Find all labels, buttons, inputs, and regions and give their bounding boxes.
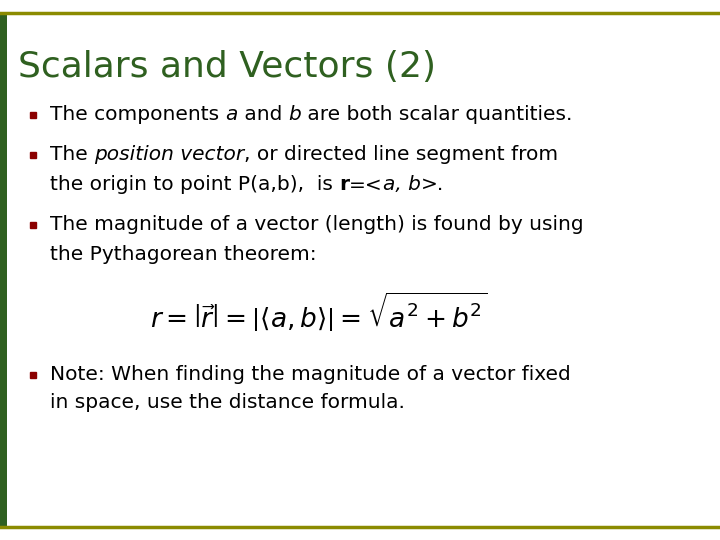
- Text: position vector: position vector: [94, 145, 244, 165]
- Text: The: The: [50, 145, 94, 165]
- Text: Note: When finding the magnitude of a vector fixed: Note: When finding the magnitude of a ve…: [50, 366, 571, 384]
- Text: b: b: [289, 105, 302, 125]
- Text: a, b: a, b: [383, 176, 421, 194]
- Text: The components: The components: [50, 105, 225, 125]
- Text: a: a: [225, 105, 238, 125]
- Text: r: r: [339, 176, 349, 194]
- Text: >.: >.: [421, 176, 444, 194]
- Text: in space, use the distance formula.: in space, use the distance formula.: [50, 393, 405, 411]
- Text: and: and: [238, 105, 289, 125]
- Text: are both scalar quantities.: are both scalar quantities.: [302, 105, 572, 125]
- Text: the origin to point P(a,b),  is: the origin to point P(a,b), is: [50, 176, 339, 194]
- Text: , or directed line segment from: , or directed line segment from: [244, 145, 559, 165]
- Text: the Pythagorean theorem:: the Pythagorean theorem:: [50, 246, 317, 265]
- Text: Scalars and Vectors (2): Scalars and Vectors (2): [18, 50, 436, 84]
- Text: $r = \left|\vec{r}\right| = \left|\langle a,b \rangle\right| = \sqrt{a^2 + b^2}$: $r = \left|\vec{r}\right| = \left|\langl…: [150, 290, 487, 334]
- Text: The magnitude of a vector (length) is found by using: The magnitude of a vector (length) is fo…: [50, 215, 584, 234]
- Bar: [0, 13, 7, 527]
- Text: =<: =<: [349, 176, 383, 194]
